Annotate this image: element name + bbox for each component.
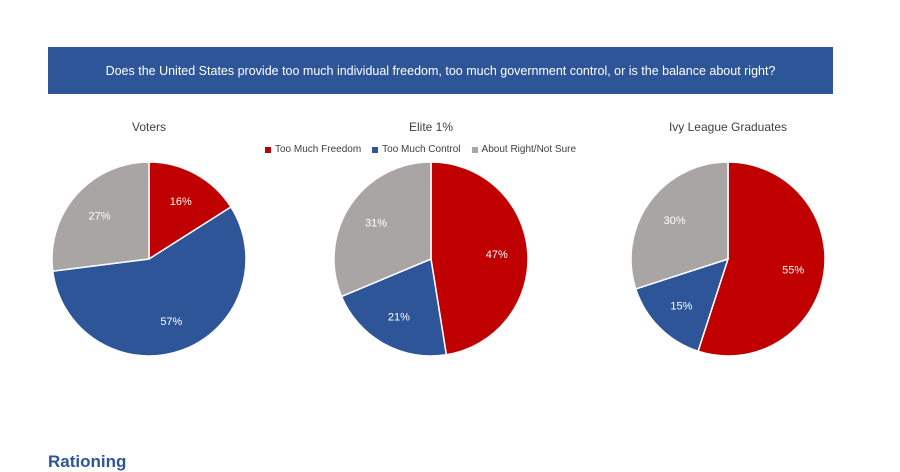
- legend-item-control: Too Much Control: [372, 144, 461, 155]
- legend-swatch-right: [471, 146, 478, 153]
- pie-label-ivy-right: 30%: [664, 215, 686, 227]
- pie-slice-voters-control: [51, 205, 247, 357]
- pie-title-elite: Elite 1%: [408, 120, 454, 134]
- next-section-heading: Rationing: [48, 452, 127, 471]
- pie-slice-elite-freedom: [430, 161, 529, 356]
- question-banner: Does the United States provide too much …: [48, 47, 833, 94]
- pie-label-voters-control: 57%: [160, 316, 182, 328]
- pie-slice-ivy-freedom: [697, 161, 826, 357]
- legend-item-freedom: Too Much Freedom: [265, 144, 361, 155]
- legend-swatch-freedom: [265, 146, 271, 153]
- pie-slice-elite-right: [333, 161, 432, 298]
- legend-label-control: Too Much Control: [382, 144, 461, 155]
- pie-title-ivy: Ivy League Graduates: [668, 120, 788, 134]
- pie-label-voters-right: 27%: [89, 210, 111, 222]
- question-text: Does the United States provide too much …: [105, 63, 776, 78]
- pie-slice-voters-freedom: [148, 161, 232, 261]
- pie-label-ivy-freedom: 55%: [782, 264, 804, 276]
- pie-slice-elite-control: [340, 257, 448, 357]
- pie-elite: 47% 21% 31%: [333, 161, 529, 357]
- legend-label-right: About Right/Not Sure: [481, 144, 577, 155]
- pie-label-ivy-control: 15%: [670, 301, 692, 313]
- pie-label-elite-control: 21%: [388, 312, 410, 324]
- pie-title-voters: Voters: [131, 120, 167, 134]
- pie-slice-voters-right: [51, 161, 150, 272]
- legend-label-freedom: Too Much Freedom: [275, 144, 362, 155]
- pie-voters: 16% 57% 27%: [51, 161, 247, 357]
- pie-slice-ivy-right: [630, 161, 729, 290]
- pie-label-voters-freedom: 16%: [170, 196, 192, 208]
- legend-item-right: About Right/Not Sure: [471, 144, 577, 155]
- pie-label-elite-right: 31%: [365, 217, 387, 229]
- chart-legend: Too Much Freedom Too Much Control About …: [265, 144, 576, 155]
- pie-ivy: 55% 15% 30%: [630, 161, 826, 357]
- pie-label-elite-freedom: 47%: [486, 249, 508, 261]
- legend-swatch-control: [372, 146, 379, 153]
